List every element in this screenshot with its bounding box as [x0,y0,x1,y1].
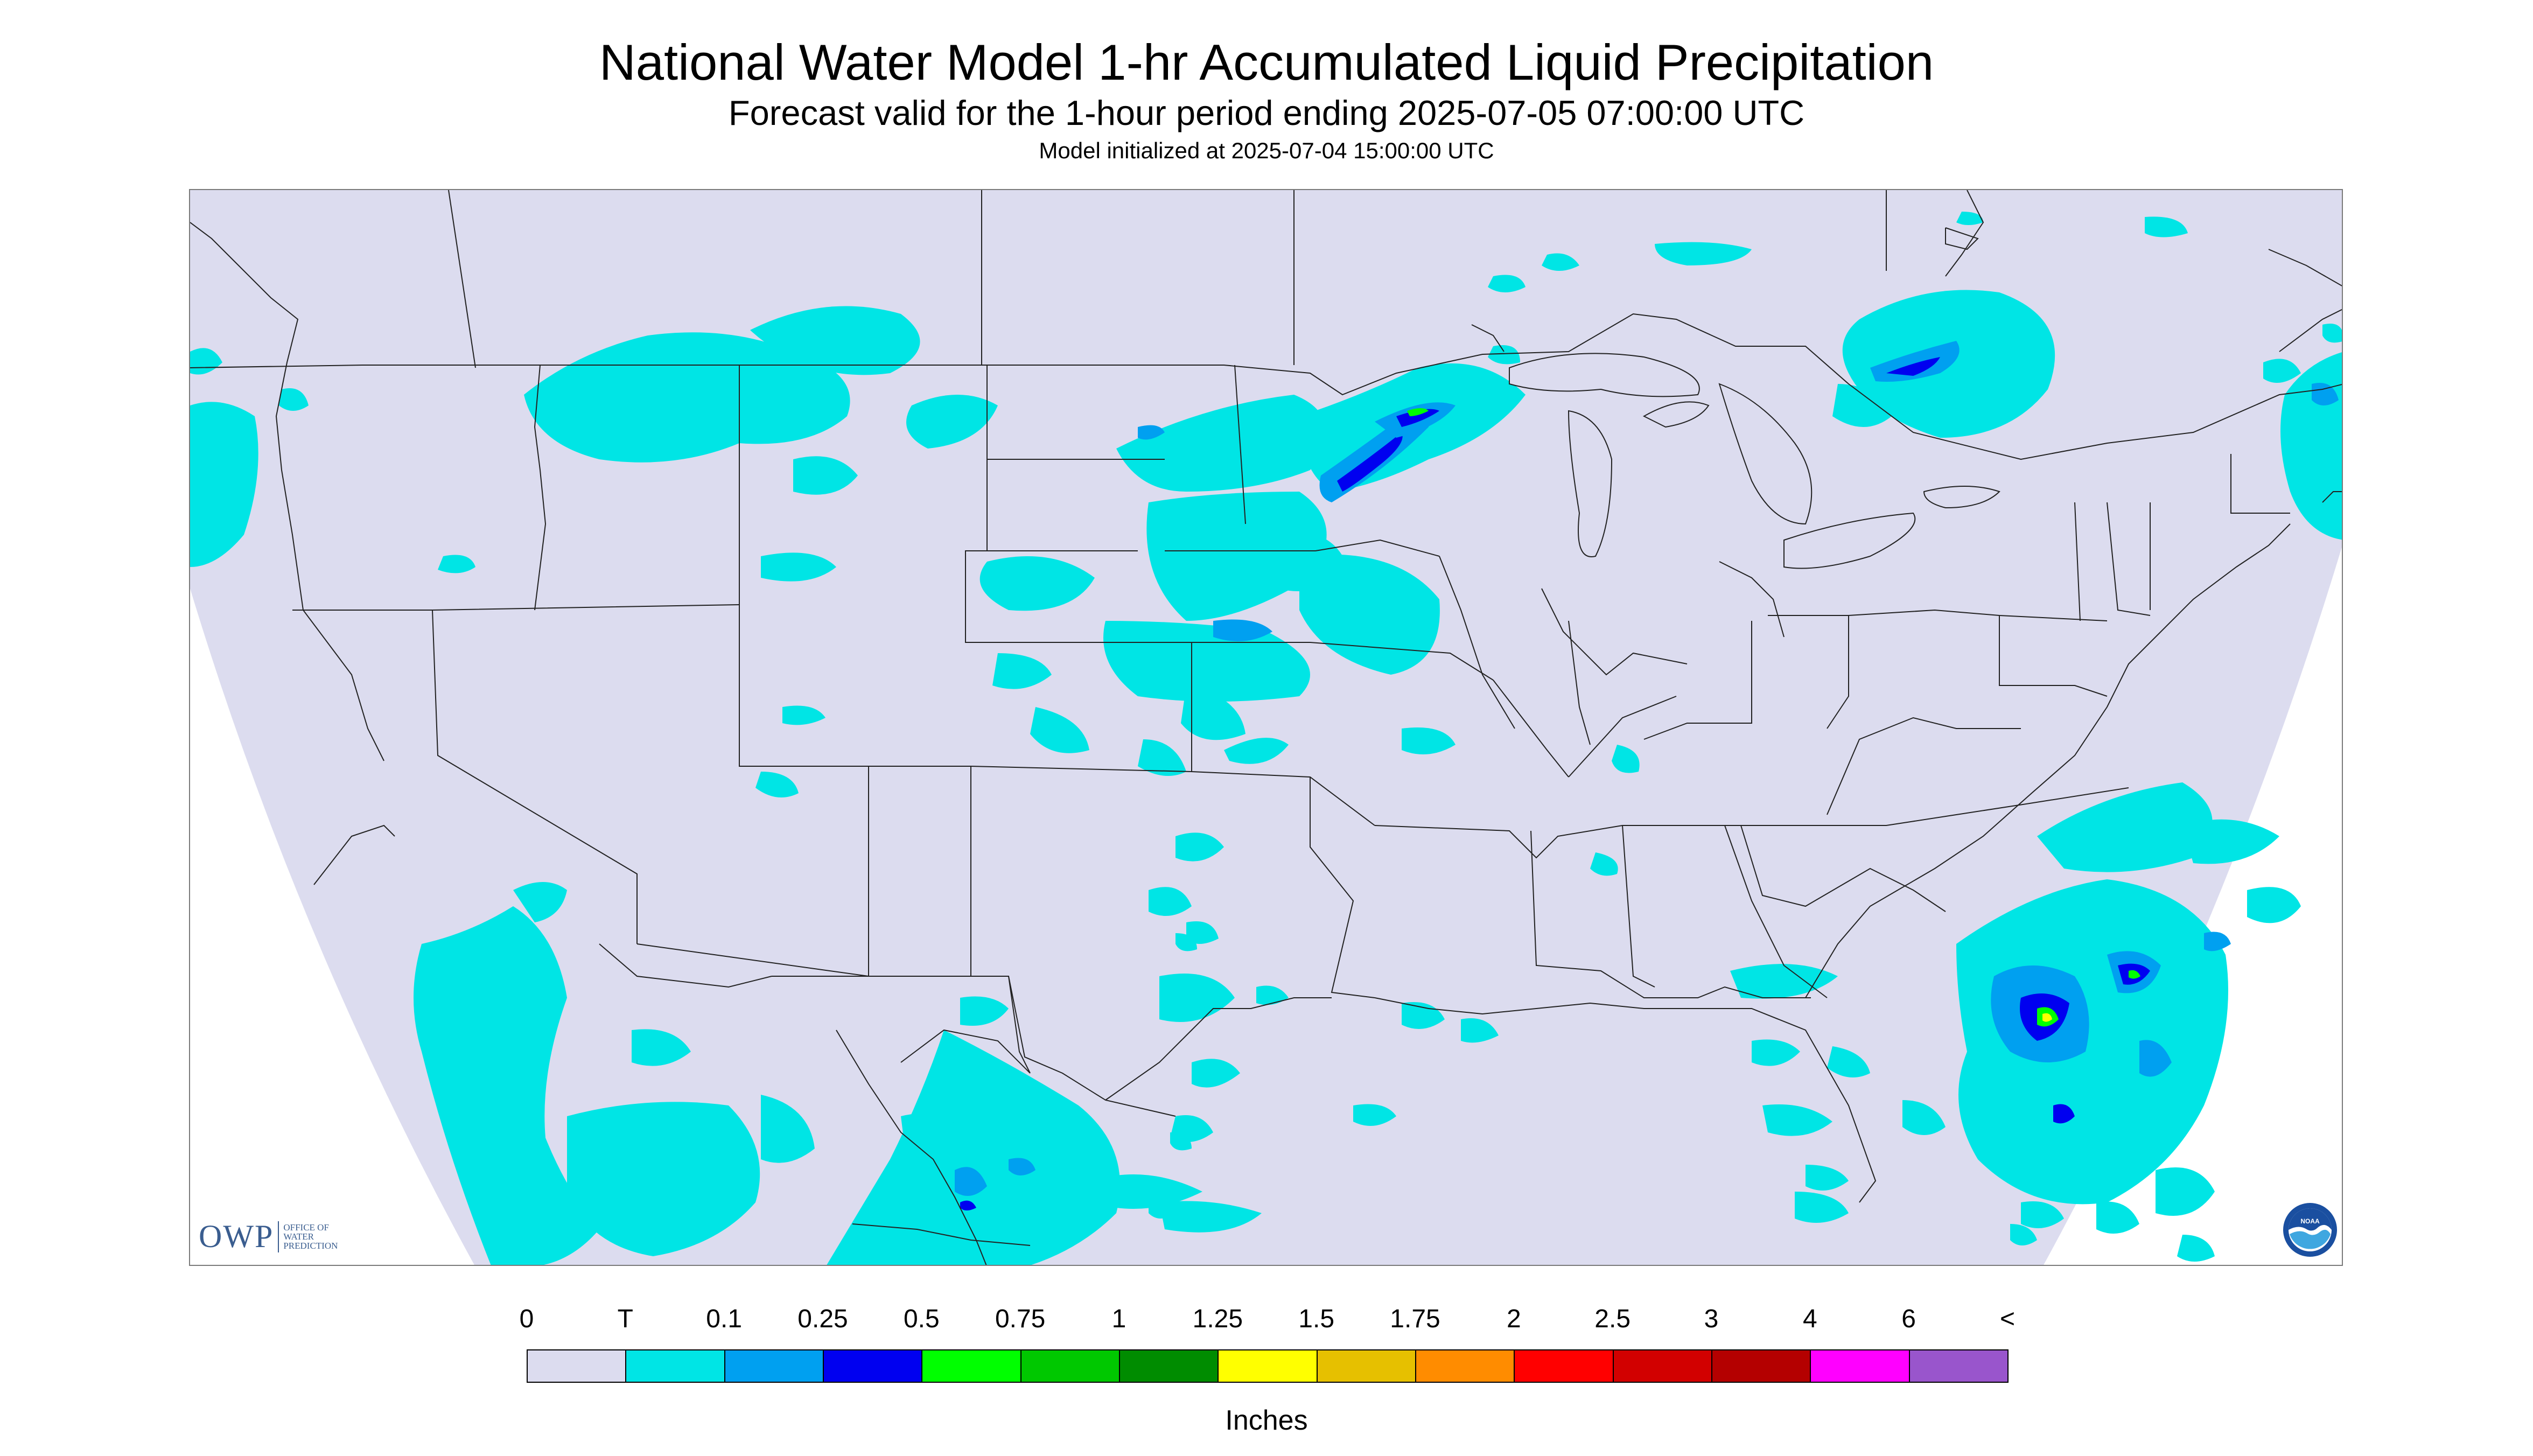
legend-tick-label: 0.5 [903,1305,940,1333]
legend-tick-label: 0 [519,1305,534,1333]
legend-swatch [625,1349,725,1383]
noaa-logo: NOAA [2283,1203,2337,1257]
legend-swatch [1908,1349,2009,1383]
legend-tick-label: < [1999,1305,2016,1333]
legend-swatch [1316,1349,1416,1383]
legend-tick-label: 0.25 [797,1305,848,1333]
legend-tick-label: 2 [1506,1305,1521,1333]
legend-swatch [1514,1349,1614,1383]
legend-swatch [823,1349,923,1383]
legend-swatch [1119,1349,1219,1383]
legend-swatch [1415,1349,1515,1383]
model-init-line: Model initialized at 2025-07-04 15:00:00… [1039,138,1494,163]
forecast-valid-subtitle: Forecast valid for the 1-hour period end… [728,93,1805,132]
legend-tick-label: 1.75 [1390,1305,1440,1333]
noaa-logo-text: NOAA [2300,1217,2320,1225]
legend-tick-label: 3 [1704,1305,1719,1333]
precip-trace-areas [190,212,2342,1265]
legend-tick-label: 2.5 [1594,1305,1631,1333]
legend-swatch [527,1349,627,1383]
legend-tick-label: T [617,1305,633,1333]
legend-tick-label: 0.1 [706,1305,743,1333]
legend-swatch [1020,1349,1120,1383]
legend-tick-label: 6 [1901,1305,1916,1333]
legend-swatch [1217,1349,1318,1383]
legend-swatch [724,1349,824,1383]
precipitation-map [189,189,2343,1266]
owp-logo-divider [278,1221,279,1252]
map-title: National Water Model 1-hr Accumulated Li… [599,34,1934,90]
legend-tick-label: 1 [1111,1305,1126,1333]
boundaries [190,190,2342,1265]
legend-swatch [1810,1349,1910,1383]
legend-tick-label: 4 [1802,1305,1817,1333]
legend-units-label: Inches [1225,1405,1308,1436]
legend-tick-label: 1.25 [1192,1305,1243,1333]
color-legend: 0 T 0.1 0.25 0.5 0.75 1 1.25 1.5 1.75 2 2.5 3 4 6 < [520,1304,2015,1433]
legend-swatch [1612,1349,1712,1383]
map-canvas [190,190,2342,1265]
precip-heavier-areas [955,341,2339,1210]
owp-logo-text: OFFICE OF WATER PREDICTION [283,1222,338,1251]
legend-swatch [1711,1349,1811,1383]
legend-tick-label: 0.75 [995,1305,1046,1333]
legend-tick-label: 1.5 [1298,1305,1335,1333]
owp-logo: OWP OFFICE OF WATER PREDICTION [199,1218,348,1255]
owp-logo-mark: OWP [199,1219,274,1254]
great-lakes [1509,353,2000,569]
legend-swatch [921,1349,1021,1383]
